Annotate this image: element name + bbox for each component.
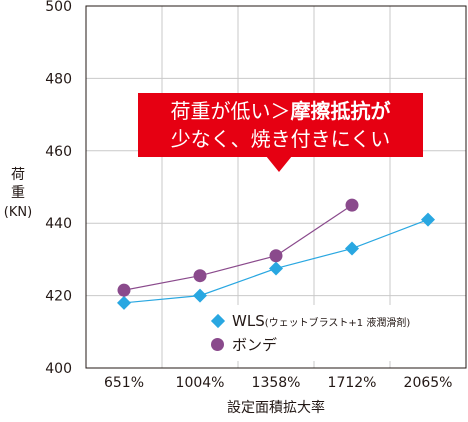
- x-tick-label: 651%: [104, 375, 144, 391]
- data-point-circle: [117, 283, 131, 297]
- plot-frame: [85, 5, 467, 369]
- callout-box: [138, 93, 423, 157]
- y-tick-label: 460: [45, 144, 72, 160]
- legend-item-bonde: ボンデ: [211, 333, 277, 355]
- x-axis-ticks: 651% 1004% 1358% 1712% 2065%: [104, 375, 452, 391]
- callout-pointer: [266, 156, 292, 172]
- legend-item-wls: WLS (ウェットブラスト+1 液潤滑剤): [210, 310, 411, 332]
- y-axis-unit: (KN): [3, 205, 33, 220]
- y-axis-title: 荷重: [11, 167, 25, 201]
- y-tick-label: 420: [45, 289, 72, 305]
- data-point-diamond: [117, 295, 131, 310]
- callout-text-normal: 荷重が低い＞: [170, 99, 291, 123]
- x-tick-label: 1004%: [176, 375, 225, 391]
- y-tick-label: 440: [45, 216, 72, 232]
- data-point-diamond: [193, 288, 207, 303]
- y-tick-label: 500: [45, 0, 72, 15]
- legend-label-bonde: ボンデ: [232, 335, 278, 354]
- callout-text-bold: 摩擦抵抗が: [290, 99, 391, 123]
- data-point-diamond: [269, 261, 283, 276]
- circle-marker-icon: [211, 337, 224, 351]
- y-axis-ticks: 400 420 440 460 480 500: [45, 0, 72, 377]
- series-line-1: [123, 204, 353, 291]
- y-tick-label: 480: [45, 71, 72, 87]
- data-point-circle: [193, 269, 207, 283]
- data-point-diamond: [345, 241, 359, 256]
- y-axis-label: 荷重 (KN): [0, 166, 36, 222]
- legend-note-wls: (ウェットブラスト+1 液潤滑剤): [264, 317, 411, 329]
- x-axis-label: 設定面積拡大率: [227, 400, 325, 416]
- diamond-marker-icon: [210, 313, 226, 329]
- y-tick-label: 400: [45, 361, 72, 377]
- legend: WLS (ウェットブラスト+1 液潤滑剤) ボンデ: [197, 305, 438, 361]
- x-tick-label: 1358%: [252, 375, 301, 391]
- data-point-diamond: [421, 212, 435, 227]
- callout-line-2: 少なく、焼き付きにくい: [170, 127, 391, 151]
- legend-label-wls: WLS: [232, 312, 265, 330]
- x-tick-label: 1712%: [328, 375, 377, 391]
- x-tick-label: 2065%: [404, 375, 453, 391]
- callout-line-1: 荷重が低い＞摩擦抵抗が: [138, 98, 423, 124]
- data-point-circle: [345, 198, 359, 212]
- annotation-callout: 荷重が低い＞摩擦抵抗が 少なく、焼き付きにくい: [138, 93, 423, 172]
- data-point-circle: [269, 249, 283, 263]
- series-group: [117, 198, 435, 310]
